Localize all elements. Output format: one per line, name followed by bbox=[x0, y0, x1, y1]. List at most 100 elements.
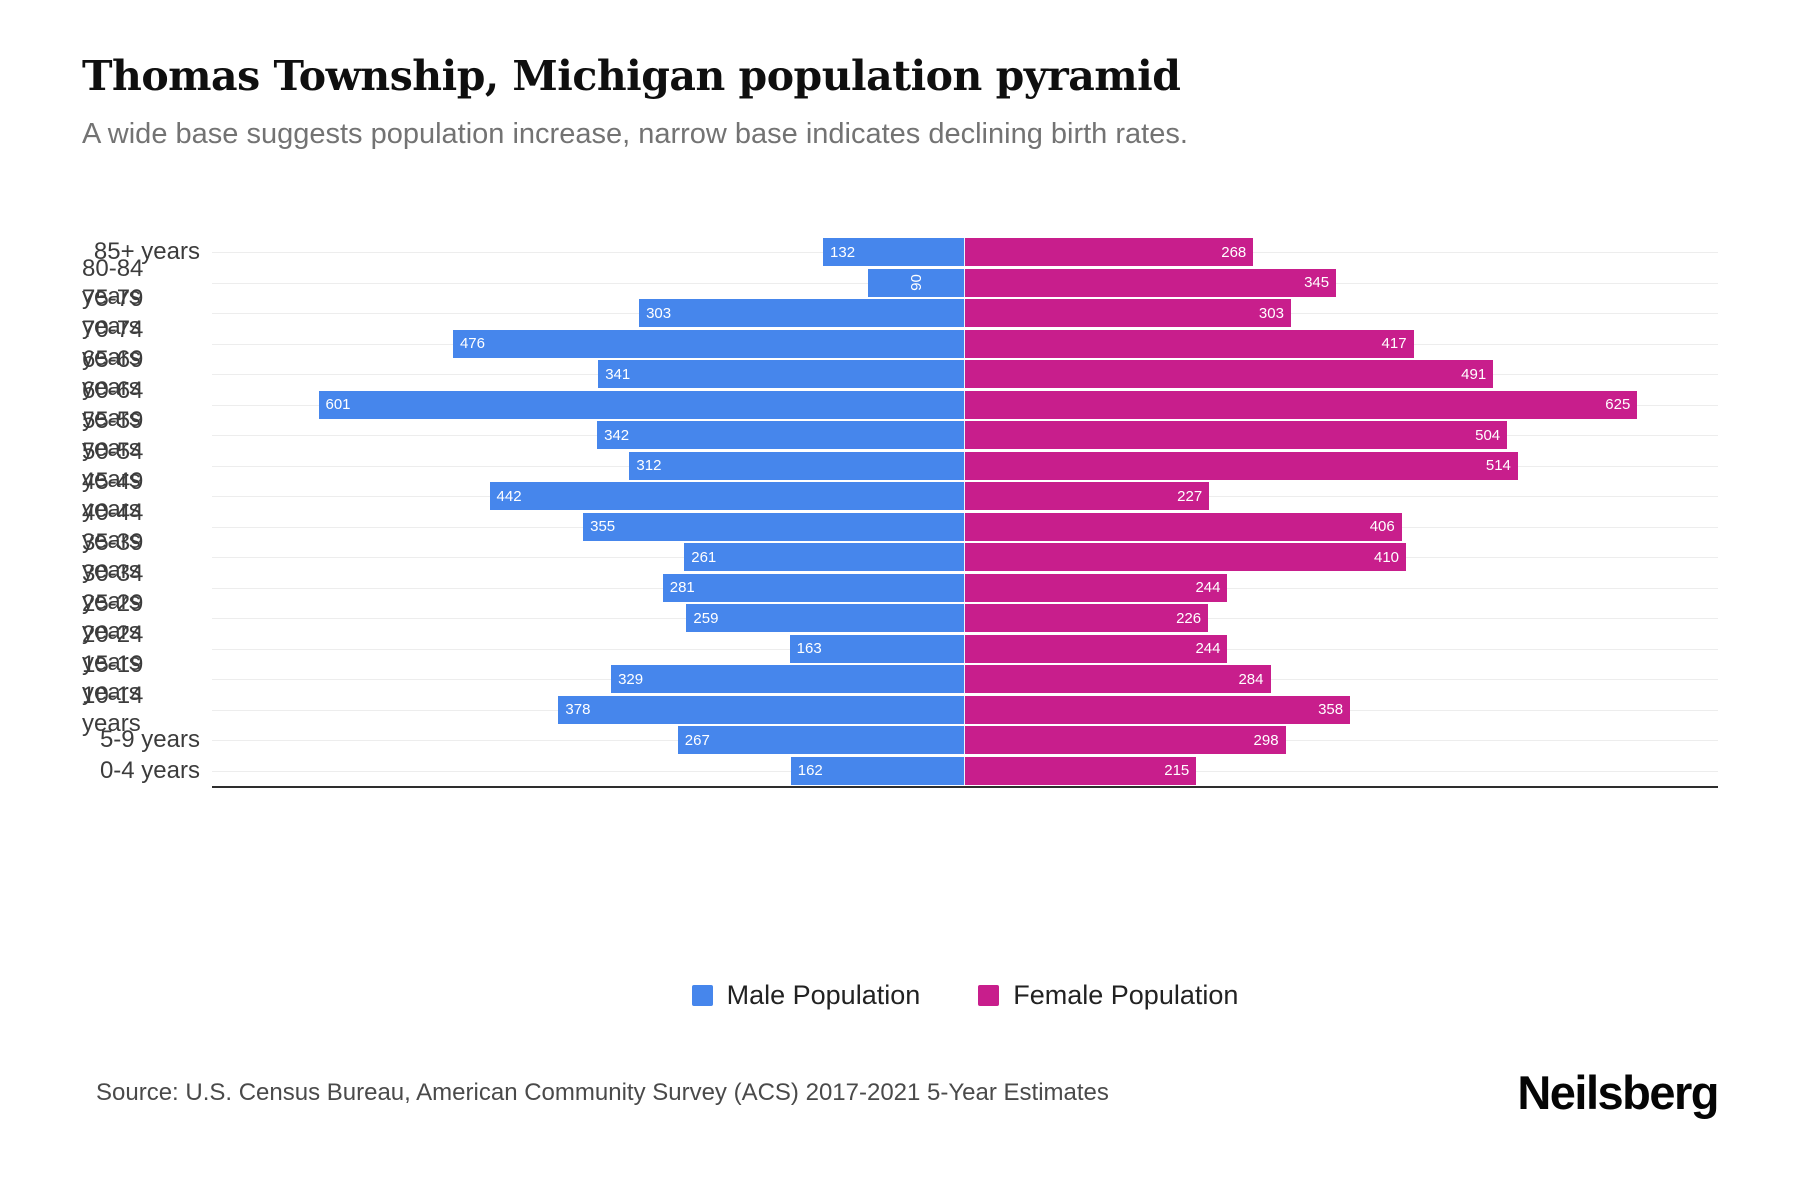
bar-value-label: 163 bbox=[796, 640, 822, 658]
male-bar[interactable]: 342 bbox=[597, 421, 965, 450]
male-bar[interactable]: 476 bbox=[452, 329, 965, 358]
row-plot: 132 268 bbox=[212, 237, 1718, 268]
male-bar[interactable]: 267 bbox=[677, 726, 965, 755]
bar-value-label: 342 bbox=[604, 426, 630, 444]
male-bar[interactable]: 163 bbox=[789, 634, 965, 663]
bar-value-label: 355 bbox=[590, 518, 616, 536]
bar-value-label: 442 bbox=[496, 487, 522, 505]
female-bar[interactable]: 215 bbox=[965, 756, 1197, 785]
chart-title: Thomas Township, Michigan population pyr… bbox=[82, 52, 1181, 100]
pyramid-row: 65-69 years 341 491 bbox=[82, 346, 1718, 401]
male-bar[interactable]: 132 bbox=[823, 238, 965, 267]
population-pyramid-chart: 85+ years 132 268 80-84 years 90 345 75-79 yea… bbox=[82, 237, 1718, 788]
bar-value-label: 312 bbox=[636, 457, 662, 475]
female-bar[interactable]: 358 bbox=[965, 695, 1351, 724]
pyramid-row: 45-49 years 442 227 bbox=[82, 468, 1718, 523]
pyramid-row: 60-64 years 601 625 bbox=[82, 377, 1718, 432]
bar-value-label: 504 bbox=[1475, 426, 1501, 444]
bar-value-label: 345 bbox=[1304, 274, 1330, 292]
male-bar[interactable]: 442 bbox=[489, 482, 965, 511]
legend-item-male[interactable]: Male Population bbox=[691, 980, 921, 1011]
bar-value-label: 284 bbox=[1238, 670, 1264, 688]
female-bar[interactable]: 226 bbox=[965, 604, 1209, 633]
bar-value-label: 90 bbox=[907, 274, 925, 292]
female-bar[interactable]: 244 bbox=[965, 573, 1228, 602]
pyramid-row: 15-19 years 329 284 bbox=[82, 651, 1718, 706]
bar-value-label: 329 bbox=[618, 670, 644, 688]
legend-item-female[interactable]: Female Population bbox=[978, 980, 1238, 1011]
female-bar[interactable]: 244 bbox=[965, 634, 1228, 663]
age-group-label: 10-14 years bbox=[82, 681, 144, 737]
pyramid-row: 80-84 years 90 345 bbox=[82, 255, 1718, 310]
bar-value-label: 226 bbox=[1176, 609, 1202, 627]
female-bar[interactable]: 625 bbox=[965, 390, 1638, 419]
row-plot: 355 406 bbox=[212, 512, 1718, 543]
female-bar[interactable]: 406 bbox=[965, 512, 1402, 541]
footer: Source: U.S. Census Bureau, American Com… bbox=[82, 1065, 1719, 1120]
female-bar[interactable]: 345 bbox=[965, 268, 1337, 297]
pyramid-row: 35-39 years 261 410 bbox=[82, 529, 1718, 584]
bar-value-label: 625 bbox=[1605, 396, 1631, 414]
female-bar[interactable]: 417 bbox=[965, 329, 1414, 358]
row-plot: 303 303 bbox=[212, 298, 1718, 329]
male-bar[interactable]: 355 bbox=[583, 512, 965, 541]
bar-value-label: 244 bbox=[1195, 579, 1221, 597]
male-bar[interactable]: 329 bbox=[611, 665, 965, 694]
bar-value-label: 601 bbox=[325, 396, 351, 414]
male-legend-swatch-icon bbox=[691, 985, 713, 1006]
male-bar[interactable]: 312 bbox=[629, 451, 965, 480]
female-bar[interactable]: 514 bbox=[965, 451, 1518, 480]
male-bar[interactable]: 281 bbox=[662, 573, 965, 602]
male-bar[interactable]: 341 bbox=[598, 360, 965, 389]
bar-value-label: 132 bbox=[830, 243, 856, 261]
legend-label-male: Male Population bbox=[726, 980, 921, 1010]
bar-value-label: 227 bbox=[1177, 487, 1203, 505]
bar-value-label: 417 bbox=[1381, 335, 1407, 353]
female-bar[interactable]: 298 bbox=[965, 726, 1286, 755]
female-bar[interactable]: 284 bbox=[965, 665, 1271, 694]
legend-label-female: Female Population bbox=[1013, 980, 1239, 1010]
female-bar[interactable]: 410 bbox=[965, 543, 1407, 572]
female-bar[interactable]: 227 bbox=[965, 482, 1210, 511]
bar-value-label: 162 bbox=[797, 762, 823, 780]
pyramid-row: 0-4 years 162 215 bbox=[82, 756, 1718, 787]
pyramid-row: 70-74 years 476 417 bbox=[82, 316, 1718, 371]
row-plot: 162 215 bbox=[212, 756, 1718, 787]
bar-value-label: 358 bbox=[1318, 701, 1344, 719]
male-bar[interactable]: 601 bbox=[318, 390, 965, 419]
row-plot: 281 244 bbox=[212, 573, 1718, 604]
age-group-label: 85+ years bbox=[93, 238, 200, 266]
male-bar[interactable]: 378 bbox=[558, 695, 965, 724]
bar-value-label: 268 bbox=[1221, 243, 1247, 261]
male-bar[interactable]: 162 bbox=[790, 756, 965, 785]
neilsberg-logo: Neilsberg bbox=[1517, 1066, 1719, 1119]
chart-subtitle: A wide base suggests population increase… bbox=[82, 118, 1188, 150]
age-group-label: 0-4 years bbox=[99, 756, 200, 784]
pyramid-row: 55-59 years 342 504 bbox=[82, 407, 1718, 462]
pyramid-row: 50-54 years 312 514 bbox=[82, 438, 1718, 493]
row-plot: 341 491 bbox=[212, 359, 1718, 390]
male-bar[interactable]: 261 bbox=[684, 543, 965, 572]
female-bar[interactable]: 268 bbox=[965, 238, 1254, 267]
pyramid-row: 25-29 years 259 226 bbox=[82, 590, 1718, 645]
bar-value-label: 406 bbox=[1369, 518, 1395, 536]
pyramid-row: 75-79 years 303 303 bbox=[82, 285, 1718, 340]
row-plot: 378 358 bbox=[212, 695, 1718, 726]
age-group-label: 5-9 years bbox=[99, 726, 200, 754]
bar-value-label: 514 bbox=[1485, 457, 1511, 475]
bar-value-label: 303 bbox=[646, 304, 672, 322]
female-bar[interactable]: 491 bbox=[965, 360, 1494, 389]
row-plot: 312 514 bbox=[212, 451, 1718, 482]
bar-value-label: 491 bbox=[1461, 365, 1487, 383]
female-bar[interactable]: 303 bbox=[965, 299, 1291, 328]
legend: Male Population Female Population bbox=[212, 980, 1718, 1011]
female-bar[interactable]: 504 bbox=[965, 421, 1508, 450]
bar-value-label: 303 bbox=[1258, 304, 1284, 322]
male-bar[interactable]: 303 bbox=[639, 299, 965, 328]
male-bar[interactable]: 259 bbox=[686, 604, 965, 633]
bar-value-label: 267 bbox=[684, 731, 710, 749]
row-plot: 442 227 bbox=[212, 481, 1718, 512]
male-bar[interactable]: 90 bbox=[868, 268, 965, 297]
pyramid-row: 30-34 years 281 244 bbox=[82, 560, 1718, 615]
